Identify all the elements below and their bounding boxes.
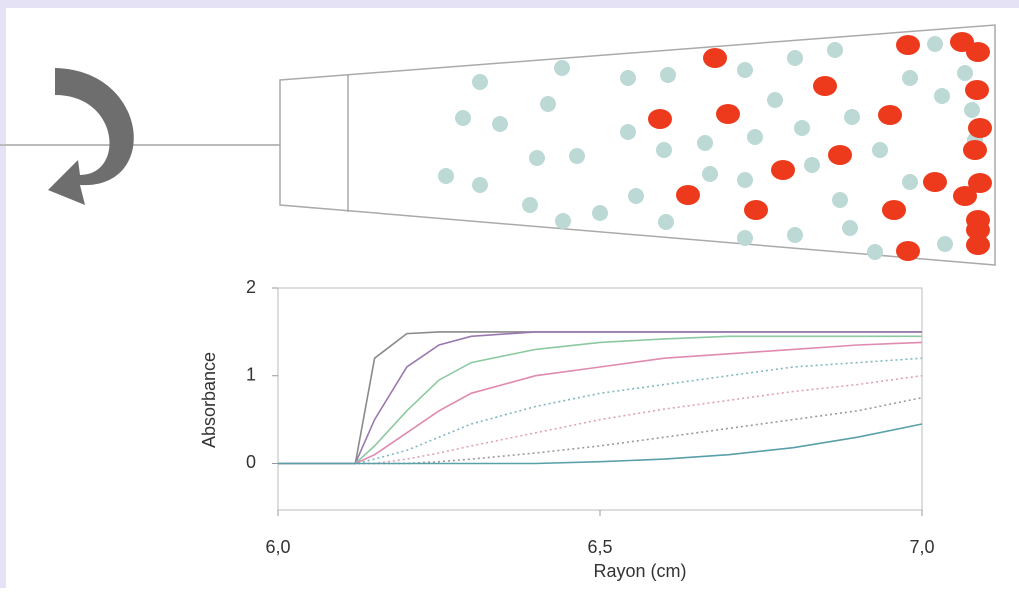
solvent-particle [522, 197, 538, 213]
solute-particle [813, 76, 837, 96]
sedimentation-curve [278, 357, 923, 465]
sedimentation-curve [278, 331, 922, 465]
solvent-particle [787, 227, 803, 243]
x-tick-label: 6,0 [265, 537, 290, 557]
solute-particle [968, 118, 992, 138]
solvent-particle [737, 62, 753, 78]
solute-particle [878, 105, 902, 125]
rotation-arrow [48, 68, 134, 205]
y-tick-label: 0 [246, 452, 256, 472]
solvent-particle [472, 74, 488, 90]
solvent-particle [832, 192, 848, 208]
solvent-particle [804, 157, 820, 173]
solvent-particle [844, 109, 860, 125]
x-tick-label: 6,5 [587, 537, 612, 557]
sedimentation-curve [278, 335, 922, 465]
cell-diagram [279, 24, 996, 266]
x-tick-label: 7,0 [909, 537, 934, 557]
solvent-particle [902, 174, 918, 190]
solvent-particle [620, 124, 636, 140]
solvent-particle [747, 129, 763, 145]
solvent-particle [702, 166, 718, 182]
solvent-particle [964, 102, 980, 118]
plot-frame [277, 287, 923, 511]
solvent-particle [472, 177, 488, 193]
solute-particle [882, 200, 906, 220]
solute-particle [896, 241, 920, 261]
solute-particle [923, 172, 947, 192]
sedimentation-curve [278, 396, 923, 465]
solvent-particle [794, 120, 810, 136]
sedimentation-curve [278, 331, 922, 465]
solvent-particle [842, 220, 858, 236]
solvent-particle [569, 148, 585, 164]
solute-particle [963, 140, 987, 160]
solvent-particle [934, 88, 950, 104]
solvent-particle [492, 116, 508, 132]
solvent-particle [937, 236, 953, 252]
solvent-particle [660, 67, 676, 83]
solvent-particle [620, 70, 636, 86]
solute-particle [953, 186, 977, 206]
solvent-particle [767, 92, 783, 108]
solute-particle [968, 173, 992, 193]
y-axis-label: Absorbance [199, 352, 219, 448]
solvent-particle [656, 142, 672, 158]
solute-particle [966, 235, 990, 255]
solute-particle [966, 220, 990, 240]
solvent-particle [957, 65, 973, 81]
solvent-particle [438, 168, 454, 184]
solute-particle [965, 80, 989, 100]
solvent-particle [737, 172, 753, 188]
solvent-particle [555, 213, 571, 229]
solute-particle [744, 200, 768, 220]
solvent-particle [455, 110, 471, 126]
solute-particle [716, 104, 740, 124]
solvent-particle [737, 230, 753, 246]
solvent-particle [927, 36, 943, 52]
solvent-particle [867, 244, 883, 260]
solvent-particle [628, 188, 644, 204]
solvent-particle [787, 50, 803, 66]
y-tick-label: 2 [246, 277, 256, 297]
sedimentation-curve [278, 423, 923, 465]
solute-particle [703, 48, 727, 68]
solvent-particle [697, 135, 713, 151]
solvent-particle [540, 96, 556, 112]
solvent-particle [529, 150, 545, 166]
solute-particle [676, 185, 700, 205]
solvent-particle [658, 214, 674, 230]
solvent-particle [592, 205, 608, 221]
solvent-particle [827, 42, 843, 58]
solute-particle [828, 145, 852, 165]
cell-sector [279, 24, 996, 266]
solute-particle [896, 35, 920, 55]
solvent-particle [554, 60, 570, 76]
solvent-particle [902, 70, 918, 86]
frame-left [0, 0, 6, 588]
x-axis-label: Rayon (cm) [593, 561, 686, 581]
solvent-particle [872, 142, 888, 158]
solute-particle [966, 42, 990, 62]
solute-particle [648, 109, 672, 129]
y-tick-label: 1 [246, 364, 256, 384]
frame-top [0, 0, 1019, 8]
solute-particle [771, 160, 795, 180]
